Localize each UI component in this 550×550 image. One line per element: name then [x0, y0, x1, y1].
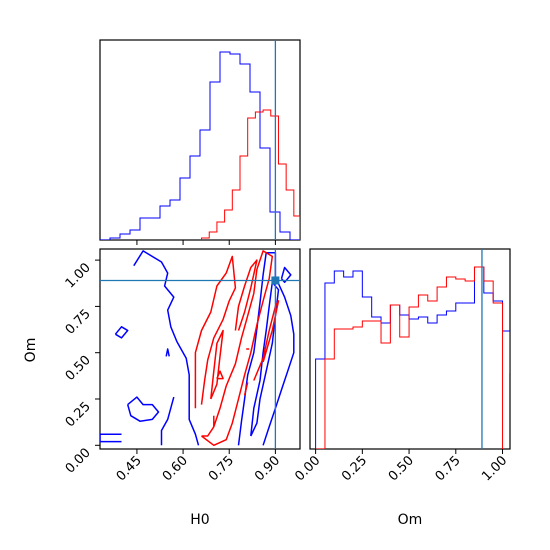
x-tick-label: 0.50 — [386, 453, 417, 484]
x-tick-label: 0.90 — [252, 453, 283, 484]
contour-x-axis-label: H0 — [190, 512, 209, 528]
blue-contour-line — [133, 250, 200, 446]
h0-histogram-frame — [99, 39, 301, 241]
red-histogram-step — [315, 266, 504, 449]
blue-contour-line — [114, 326, 129, 339]
y-tick-label: 0.25 — [63, 399, 94, 430]
blue-contour-line — [100, 433, 122, 443]
contour-frame — [99, 248, 301, 450]
x-tick-label: 0.45 — [114, 453, 145, 484]
x-tick-label: 0.60 — [160, 453, 191, 484]
om-histogram-ticks: 0.00 0.25 0.50 0.75 1.00 — [292, 449, 510, 484]
blue-contour-line — [126, 396, 160, 422]
red-contour-line — [210, 329, 224, 400]
x-tick-label: 0.75 — [433, 453, 464, 484]
y-tick-label: 0.00 — [63, 446, 94, 477]
blue-contour-line — [160, 396, 175, 446]
red-contour-line — [201, 250, 274, 447]
x-tick-label: 0.25 — [339, 453, 370, 484]
y-tick-label: 1.00 — [63, 260, 94, 291]
h0-om-contour-panel: 0.45 0.60 0.75 0.900.000.250.500.751.00 H0 … — [23, 248, 301, 528]
contour-y-axis-label: Om — [23, 338, 39, 363]
x-tick-label: 1.00 — [479, 453, 510, 484]
om-histogram-x-axis-label: Om — [398, 512, 423, 528]
truth-marker — [271, 276, 280, 285]
red-histogram-step — [201, 109, 300, 240]
om-histogram-plot-area — [315, 249, 510, 449]
contour-plot-area — [100, 249, 300, 449]
blue-contour-line — [165, 348, 170, 357]
red-contour-line — [234, 259, 258, 331]
h0-histogram-plot-area — [100, 40, 300, 240]
red-contour-line — [216, 370, 224, 380]
red-contour-line — [243, 382, 249, 396]
om-histogram-frame — [309, 248, 511, 450]
om-histogram-panel: 0.00 0.25 0.50 0.75 1.00 Om — [292, 248, 511, 528]
h0-histogram-panel — [99, 39, 301, 245]
x-tick-label: 0.00 — [292, 453, 323, 484]
y-tick-label: 0.75 — [63, 307, 94, 338]
blue-histogram-step — [100, 51, 300, 240]
y-tick-label: 0.50 — [63, 353, 94, 384]
blue-histogram-step — [315, 266, 510, 449]
red-contour-line — [194, 255, 237, 409]
x-tick-label: 0.75 — [206, 453, 237, 484]
contour-ticks: 0.45 0.60 0.75 0.90 0.00 0.25 0.50 0.75 1.00 — [63, 259, 283, 484]
h0-histogram-ticks — [136, 240, 276, 245]
